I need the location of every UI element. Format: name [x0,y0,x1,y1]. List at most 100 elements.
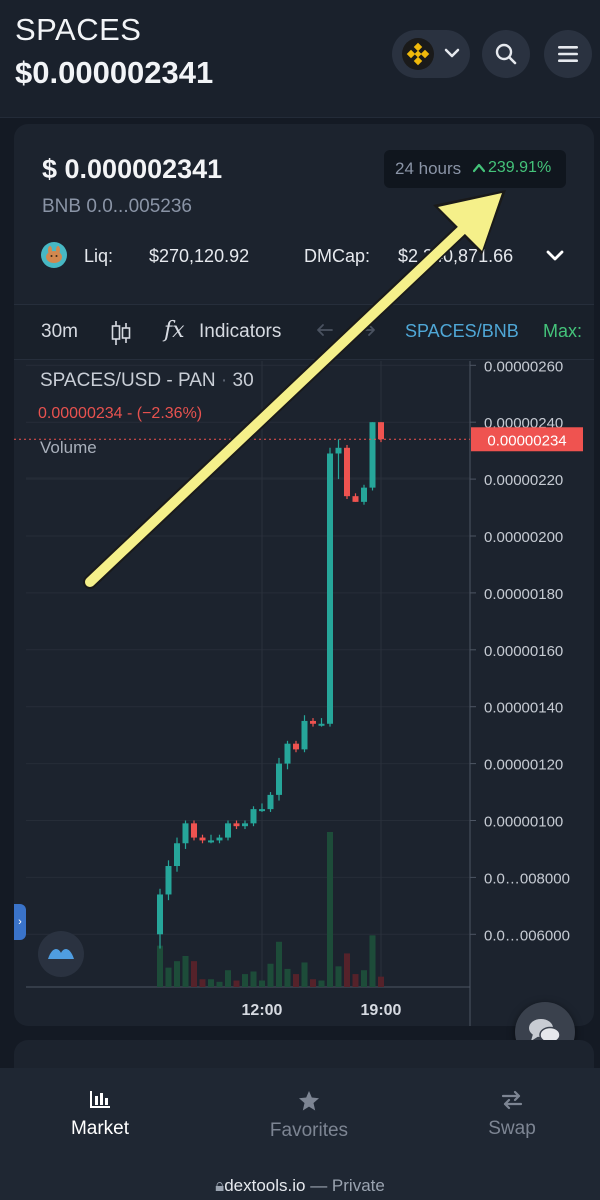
caret-up-icon [473,163,485,173]
volume-bar [369,935,376,987]
y-tick-label: 0.0…006000 [484,927,570,944]
volume-bar [225,970,231,987]
candle-body [250,809,257,824]
volume-bar [378,976,384,987]
candle-body [199,837,206,841]
candle-body [361,487,367,502]
y-tick-label: 0.00000140 [484,700,563,717]
volume-bar [208,979,214,987]
nav-label-favorites: Favorites [269,1120,349,1141]
volume-bar [318,980,325,987]
candle-body [225,823,231,838]
candle-body [208,840,214,843]
max-label[interactable]: Max: [543,321,583,341]
candle-body [327,453,333,724]
dmcap-value: $2,340,871.66 [398,246,514,266]
browser-url-bar[interactable]: 🔒︎dextools.io — Private [0,1176,600,1200]
change-period: 24 hours [395,159,462,178]
candle-body [182,823,189,844]
y-tick-label: 0.00000180 [484,586,563,603]
price-change-badge[interactable]: 24 hours 239.91% [384,150,566,188]
fx-icon[interactable]: fx [164,318,185,343]
candle-body [276,763,282,795]
tradingview-logo[interactable] [38,931,84,977]
volume-bar [276,941,282,987]
candle-body [301,720,308,750]
candlestick-type-icon[interactable] [110,319,132,347]
tradingview-icon [48,949,74,959]
volume-bar [259,980,265,987]
volume-bar [174,961,180,987]
chart-interval: 30 [232,370,254,391]
private-mode-label: — Private [305,1176,385,1195]
y-tick-label: 0.0…008000 [484,870,570,887]
volume-label: Volume [40,438,97,457]
nav-item-favorites[interactable]: Favorites [244,1090,374,1142]
search-button[interactable] [482,30,530,78]
search-icon [495,43,517,65]
volume-bar [233,980,240,987]
bottom-navigation: Market Favorites Swap [0,1068,600,1176]
volume-bar [250,971,257,987]
chart-symbol: SPACES/USD - PAN [40,370,216,391]
candle-body [344,447,350,497]
volume-bar [310,979,316,987]
x-tick-label: 12:00 [242,1002,283,1019]
volume-bar [284,968,291,987]
usd-price: $ 0.000002341 [42,154,223,184]
star-icon [299,1091,319,1111]
redo-icon[interactable] [354,322,378,340]
bnb-chain-icon [402,38,434,70]
nav-item-market[interactable]: Market [35,1090,165,1140]
nav-label-swap: Swap [488,1118,536,1139]
y-tick-label: 0.00000260 [484,361,563,375]
pancakeswap-icon [41,242,67,268]
last-price-label: 0.00000234 [487,432,566,449]
y-tick-label: 0.00000160 [484,643,563,660]
chart-toolbar: 30m fx Indicators SPACES/BNB Max: [14,304,594,360]
candle-body [293,743,299,750]
candle-body [335,447,342,454]
dmcap-label: DMCap: [304,246,371,266]
indicators-button[interactable]: Indicators [199,321,282,342]
last-price-tag [471,427,583,452]
candle-body [259,809,265,812]
expand-chevron-icon[interactable] [546,250,564,262]
legend-dot: · [220,370,228,391]
chevron-down-icon [444,48,460,58]
volume-bar [191,961,197,987]
bnb-price: BNB 0.0...005236 [42,196,192,217]
undo-icon[interactable] [314,322,338,340]
candle-body [369,422,376,488]
nav-item-swap[interactable]: Swap [447,1090,577,1140]
lock-icon: 🔒︎ [215,1176,225,1195]
x-tick-label: 19:00 [361,1002,402,1019]
volume-bar [293,974,299,987]
menu-button[interactable] [544,30,592,78]
interval-selector[interactable]: 30m [41,321,78,342]
candle-body [233,823,240,827]
url-host: dextools.io [224,1176,306,1195]
top-header: SPACES $0.000002341 [0,0,600,118]
volume-bar [199,979,206,987]
y-tick-label: 0.00000200 [484,529,563,546]
candle-body [174,843,180,867]
candlestick-chart[interactable]: 0.000002600.000002400.000002200.00000200… [14,361,594,1026]
liquidity-value: $270,120.92 [149,246,250,266]
chart-legend-title: SPACES/USD - PAN · 30 [40,370,254,392]
candle-body [267,794,274,810]
sidebar-expand-tab[interactable]: › [14,904,26,940]
bar-chart-icon [90,1091,110,1108]
y-tick-label: 0.00000120 [484,757,563,774]
price-chart[interactable]: 0.00000260 0.00000240 0.00000220 0.00000200… [14,361,594,1026]
volume-bar [242,974,248,987]
nav-label-market: Market [70,1118,130,1139]
volume-bar [267,963,274,987]
pair-toggle[interactable]: SPACES/BNB [405,321,519,341]
chain-selector-button[interactable] [392,30,470,78]
token-name: SPACES [15,12,142,47]
swap-arrows-icon [501,1090,523,1110]
y-tick-label: 0.00000100 [484,814,563,831]
volume-bar [216,981,223,987]
candle-body [157,894,163,935]
